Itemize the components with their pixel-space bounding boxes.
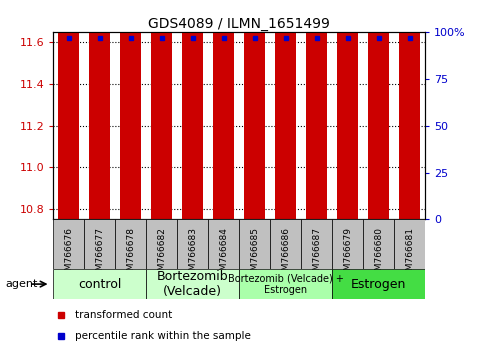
Text: agent: agent — [5, 279, 38, 289]
Bar — [368, 0, 389, 219]
Text: percentile rank within the sample: percentile rank within the sample — [75, 331, 251, 341]
Text: GSM766685: GSM766685 — [250, 227, 259, 282]
Bar — [120, 0, 142, 219]
Bar — [332, 219, 363, 269]
Text: GSM766676: GSM766676 — [64, 227, 73, 282]
Bar — [306, 0, 327, 219]
Bar — [275, 0, 297, 219]
Title: GDS4089 / ILMN_1651499: GDS4089 / ILMN_1651499 — [148, 17, 330, 31]
Bar — [363, 219, 394, 269]
Text: GSM766681: GSM766681 — [405, 227, 414, 282]
Text: GSM766677: GSM766677 — [95, 227, 104, 282]
Text: GSM766684: GSM766684 — [219, 227, 228, 282]
Text: GSM766686: GSM766686 — [281, 227, 290, 282]
Text: GSM766680: GSM766680 — [374, 227, 383, 282]
Bar — [270, 219, 301, 269]
Bar — [239, 219, 270, 269]
Bar — [239, 269, 332, 299]
Text: Estrogen: Estrogen — [351, 278, 406, 291]
Bar — [53, 219, 84, 269]
Text: GSM766687: GSM766687 — [312, 227, 321, 282]
Bar — [115, 219, 146, 269]
Bar — [53, 269, 146, 299]
Bar — [398, 0, 420, 219]
Bar — [146, 269, 239, 299]
Text: control: control — [78, 278, 121, 291]
Bar — [177, 219, 208, 269]
Bar — [301, 219, 332, 269]
Text: transformed count: transformed count — [75, 309, 173, 320]
Bar — [208, 219, 239, 269]
Bar — [213, 0, 234, 219]
Bar — [84, 219, 115, 269]
Text: GSM766682: GSM766682 — [157, 227, 166, 282]
Text: GSM766678: GSM766678 — [126, 227, 135, 282]
Bar — [332, 269, 425, 299]
Text: GSM766683: GSM766683 — [188, 227, 197, 282]
Text: GSM766679: GSM766679 — [343, 227, 352, 282]
Bar — [182, 0, 203, 219]
Bar — [146, 219, 177, 269]
Bar — [58, 0, 80, 219]
Bar — [337, 0, 358, 219]
Bar — [244, 0, 266, 219]
Bar — [151, 0, 172, 219]
Bar — [394, 219, 425, 269]
Text: Bortezomib
(Velcade): Bortezomib (Velcade) — [157, 270, 228, 298]
Text: Bortezomib (Velcade) +
Estrogen: Bortezomib (Velcade) + Estrogen — [227, 273, 343, 295]
Bar — [89, 0, 111, 219]
